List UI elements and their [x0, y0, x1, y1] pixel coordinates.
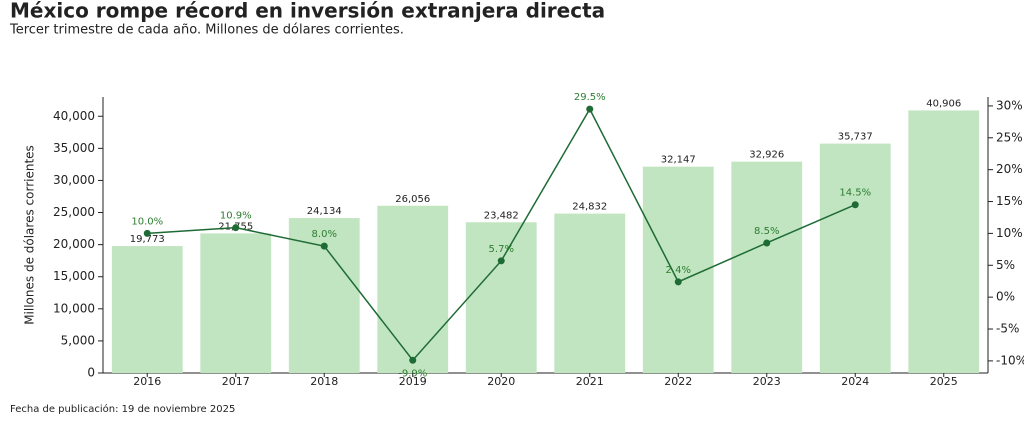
x-tick-label: 2016: [133, 375, 161, 388]
y2-tick-label: 5%: [996, 258, 1015, 272]
bar-value-label: 32,926: [749, 150, 784, 161]
bar: [908, 110, 980, 374]
line-point: [674, 278, 682, 286]
line-point: [409, 356, 417, 364]
y-tick-label: 30,000: [53, 173, 95, 187]
footnote: Fecha de publicación: 19 de noviembre 20…: [10, 403, 235, 415]
x-tick-label: 2019: [399, 375, 427, 388]
chart-title: México rompe récord en inversión extranj…: [10, 0, 605, 23]
bar: [819, 143, 891, 373]
line-value-label: 5.7%: [489, 244, 514, 255]
x-tick-label: 2025: [930, 375, 958, 388]
bar: [642, 166, 714, 373]
y-tick-label: 0: [87, 366, 95, 380]
y2-tick-label: -5%: [996, 322, 1019, 336]
line-point: [143, 229, 151, 237]
y-tick-label: 10,000: [53, 301, 95, 315]
x-tick-label: 2023: [753, 375, 781, 388]
bar-value-label: 24,832: [572, 202, 607, 213]
line-point: [232, 224, 240, 232]
y-tick-label: 35,000: [53, 141, 95, 155]
y2-tick-label: 15%: [996, 194, 1023, 208]
bar-value-label: 32,147: [661, 155, 696, 166]
line-value-label: 8.5%: [754, 226, 779, 237]
x-tick-label: 2017: [222, 375, 250, 388]
bar-value-label: 40,906: [926, 98, 961, 109]
line-value-label: 10.0%: [131, 216, 163, 227]
y-tick-label: 5,000: [61, 333, 95, 347]
line-value-label: 2.4%: [666, 265, 691, 276]
y2-tick-label: 10%: [996, 226, 1023, 240]
y2-tick-label: -10%: [996, 353, 1024, 367]
bar-value-label: 26,056: [395, 194, 430, 205]
x-tick-label: 2020: [487, 375, 515, 388]
bar: [465, 222, 537, 373]
bar-value-label: 23,482: [484, 210, 519, 221]
bar-value-label: 19,773: [130, 234, 165, 245]
bar: [554, 213, 626, 373]
y-axis-label: Millones de dólares corrientes: [23, 145, 37, 325]
y2-tick-label: 25%: [996, 130, 1023, 144]
bar: [111, 246, 183, 373]
x-tick-label: 2018: [310, 375, 338, 388]
line-point: [851, 201, 859, 209]
line-point: [586, 105, 594, 113]
bar: [731, 161, 803, 373]
y-tick-label: 40,000: [53, 109, 95, 123]
line-point: [763, 239, 771, 247]
bar: [377, 205, 449, 373]
bar-value-label: 24,134: [307, 206, 342, 217]
line-value-label: 10.9%: [220, 211, 252, 222]
x-tick-label: 2021: [576, 375, 604, 388]
chart-subtitle: Tercer trimestre de cada año. Millones d…: [9, 23, 404, 38]
y2-tick-label: 0%: [996, 290, 1015, 304]
line-point: [497, 257, 505, 265]
line-value-label: 8.0%: [312, 229, 337, 240]
line-value-label: 29.5%: [574, 92, 606, 103]
y2-tick-label: 30%: [996, 98, 1023, 112]
x-tick-label: 2022: [664, 375, 692, 388]
y2-tick-label: 20%: [996, 162, 1023, 176]
x-tick-label: 2024: [841, 375, 869, 388]
bar: [200, 233, 272, 373]
y-tick-label: 20,000: [53, 237, 95, 251]
bar-value-label: 35,737: [838, 132, 873, 143]
line-point: [320, 242, 328, 250]
line-value-label: 14.5%: [839, 188, 871, 199]
y-tick-label: 15,000: [53, 269, 95, 283]
y-tick-label: 25,000: [53, 205, 95, 219]
